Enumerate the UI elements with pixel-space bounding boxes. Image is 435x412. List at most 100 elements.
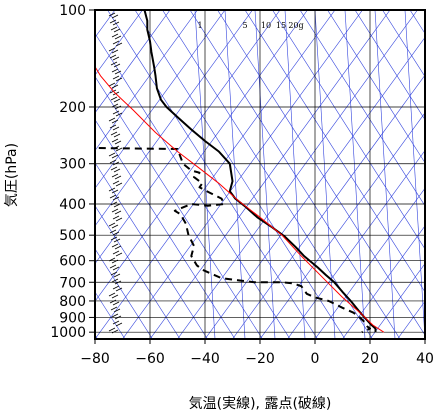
isotherm-line — [397, 300, 425, 339]
y-tick-label: 800 — [59, 294, 86, 310]
isotherm-line — [95, 10, 308, 302]
series-line-2 — [95, 146, 371, 334]
wind-barb — [108, 327, 116, 332]
mixing-ratio-line — [404, 10, 425, 339]
y-tick-label: 900 — [59, 310, 86, 326]
wind-barb-feather — [115, 322, 123, 327]
wind-barb-feather — [112, 301, 120, 306]
wind-barb — [108, 292, 116, 297]
wind-barb-feather — [113, 203, 121, 208]
wind-barb-feather — [111, 259, 119, 264]
mixing-ratio-labels: 1 5 10 15 20g — [197, 21, 303, 30]
x-tick-label: 20 — [361, 351, 379, 367]
isotherm-line — [95, 10, 336, 339]
x-tick-label: −40 — [190, 351, 220, 367]
wind-barb-feather — [115, 287, 123, 292]
isotherm-line — [424, 338, 425, 339]
wind-barb-feather — [115, 112, 123, 117]
wind-barb — [108, 257, 116, 262]
mixing-ratio-label: 15 — [276, 21, 286, 30]
wind-barb — [109, 19, 117, 24]
y-tick-label: 1000 — [50, 325, 86, 341]
isotherm-line — [342, 225, 425, 339]
isotherm-line — [95, 10, 143, 76]
wind-barb-feather — [112, 196, 120, 201]
wind-barb-feather — [111, 119, 119, 124]
wind-barb — [110, 166, 118, 171]
adiabat-line — [272, 10, 425, 250]
wind-barb — [110, 236, 118, 241]
adiabat-line — [95, 32, 291, 339]
wind-barb — [110, 26, 118, 31]
isotherm-line — [259, 112, 425, 339]
adiabat-line — [107, 10, 318, 339]
mixing-ratio-line — [284, 10, 306, 339]
wind-barb-feather — [112, 21, 120, 26]
wind-barb-feather — [115, 217, 123, 222]
wind-barb-feather — [111, 329, 119, 334]
adiabat-line — [95, 162, 208, 339]
wind-barb — [111, 278, 119, 283]
wind-barb-feather — [114, 35, 122, 40]
y-tick-label: 400 — [59, 197, 86, 213]
x-axis-ticks: −80 −60 −40 −20 0 20 40 — [80, 339, 434, 367]
wind-barb-feather — [112, 56, 120, 61]
x-tick-label: −80 — [80, 351, 110, 367]
isotherm-line — [95, 10, 281, 265]
mixing-ratio-line — [254, 10, 276, 339]
wind-barb — [109, 299, 117, 304]
adiabat-line — [354, 10, 425, 121]
isotherm-line — [314, 187, 425, 339]
wind-barb-feather — [113, 98, 121, 103]
wind-barb — [109, 54, 117, 59]
wind-barb-feather — [112, 126, 120, 131]
wind-barb — [111, 208, 119, 213]
mixing-ratio-line — [314, 10, 336, 339]
mixing-ratio-label: 1 — [197, 21, 202, 30]
isotherm-line — [95, 10, 253, 227]
adiabat-line — [95, 248, 153, 339]
wind-barb-feather — [113, 238, 121, 243]
isotherm-line — [177, 10, 418, 339]
series-line-3 — [95, 66, 385, 333]
isotherm-line — [149, 10, 391, 339]
wind-barb-feather — [111, 14, 119, 19]
adiabat-line — [134, 10, 346, 339]
wind-barb-feather — [115, 42, 123, 47]
wind-barb — [109, 124, 117, 129]
wind-barb — [112, 250, 120, 255]
y-tick-label: 600 — [59, 254, 86, 270]
x-tick-label: 0 — [311, 351, 320, 367]
wind-barb-feather — [113, 133, 121, 138]
wind-barb — [109, 89, 117, 94]
wind-barb — [111, 173, 119, 178]
mixing-ratio-line — [344, 10, 366, 339]
adiabat-line — [217, 10, 425, 336]
wind-barb — [108, 47, 116, 52]
adiabat-line — [327, 10, 425, 164]
wind-barb — [112, 40, 120, 45]
adiabat-line — [162, 10, 373, 339]
adiabat-line — [95, 119, 236, 339]
wind-barb-feather — [111, 224, 119, 229]
wind-barb — [108, 82, 116, 87]
wind-barb — [108, 152, 116, 157]
x-tick-label: −20 — [245, 351, 275, 367]
wind-barb-feather — [113, 28, 121, 33]
wind-barb-feather — [114, 315, 122, 320]
mixing-ratio-label: 20g — [288, 21, 303, 30]
wind-barb — [109, 229, 117, 234]
wind-barb — [108, 187, 116, 192]
y-tick-label: 300 — [59, 157, 86, 173]
wind-barb — [110, 61, 118, 66]
wind-barb-feather — [115, 147, 123, 152]
wind-barb-feather — [114, 105, 122, 110]
wind-barb — [112, 320, 120, 325]
isotherm-line — [95, 10, 198, 152]
wind-barb-feather — [111, 189, 119, 194]
wind-barbs — [108, 12, 123, 334]
mixing-ratio-line — [374, 10, 396, 339]
wind-barb — [110, 96, 118, 101]
wind-barb — [109, 264, 117, 269]
